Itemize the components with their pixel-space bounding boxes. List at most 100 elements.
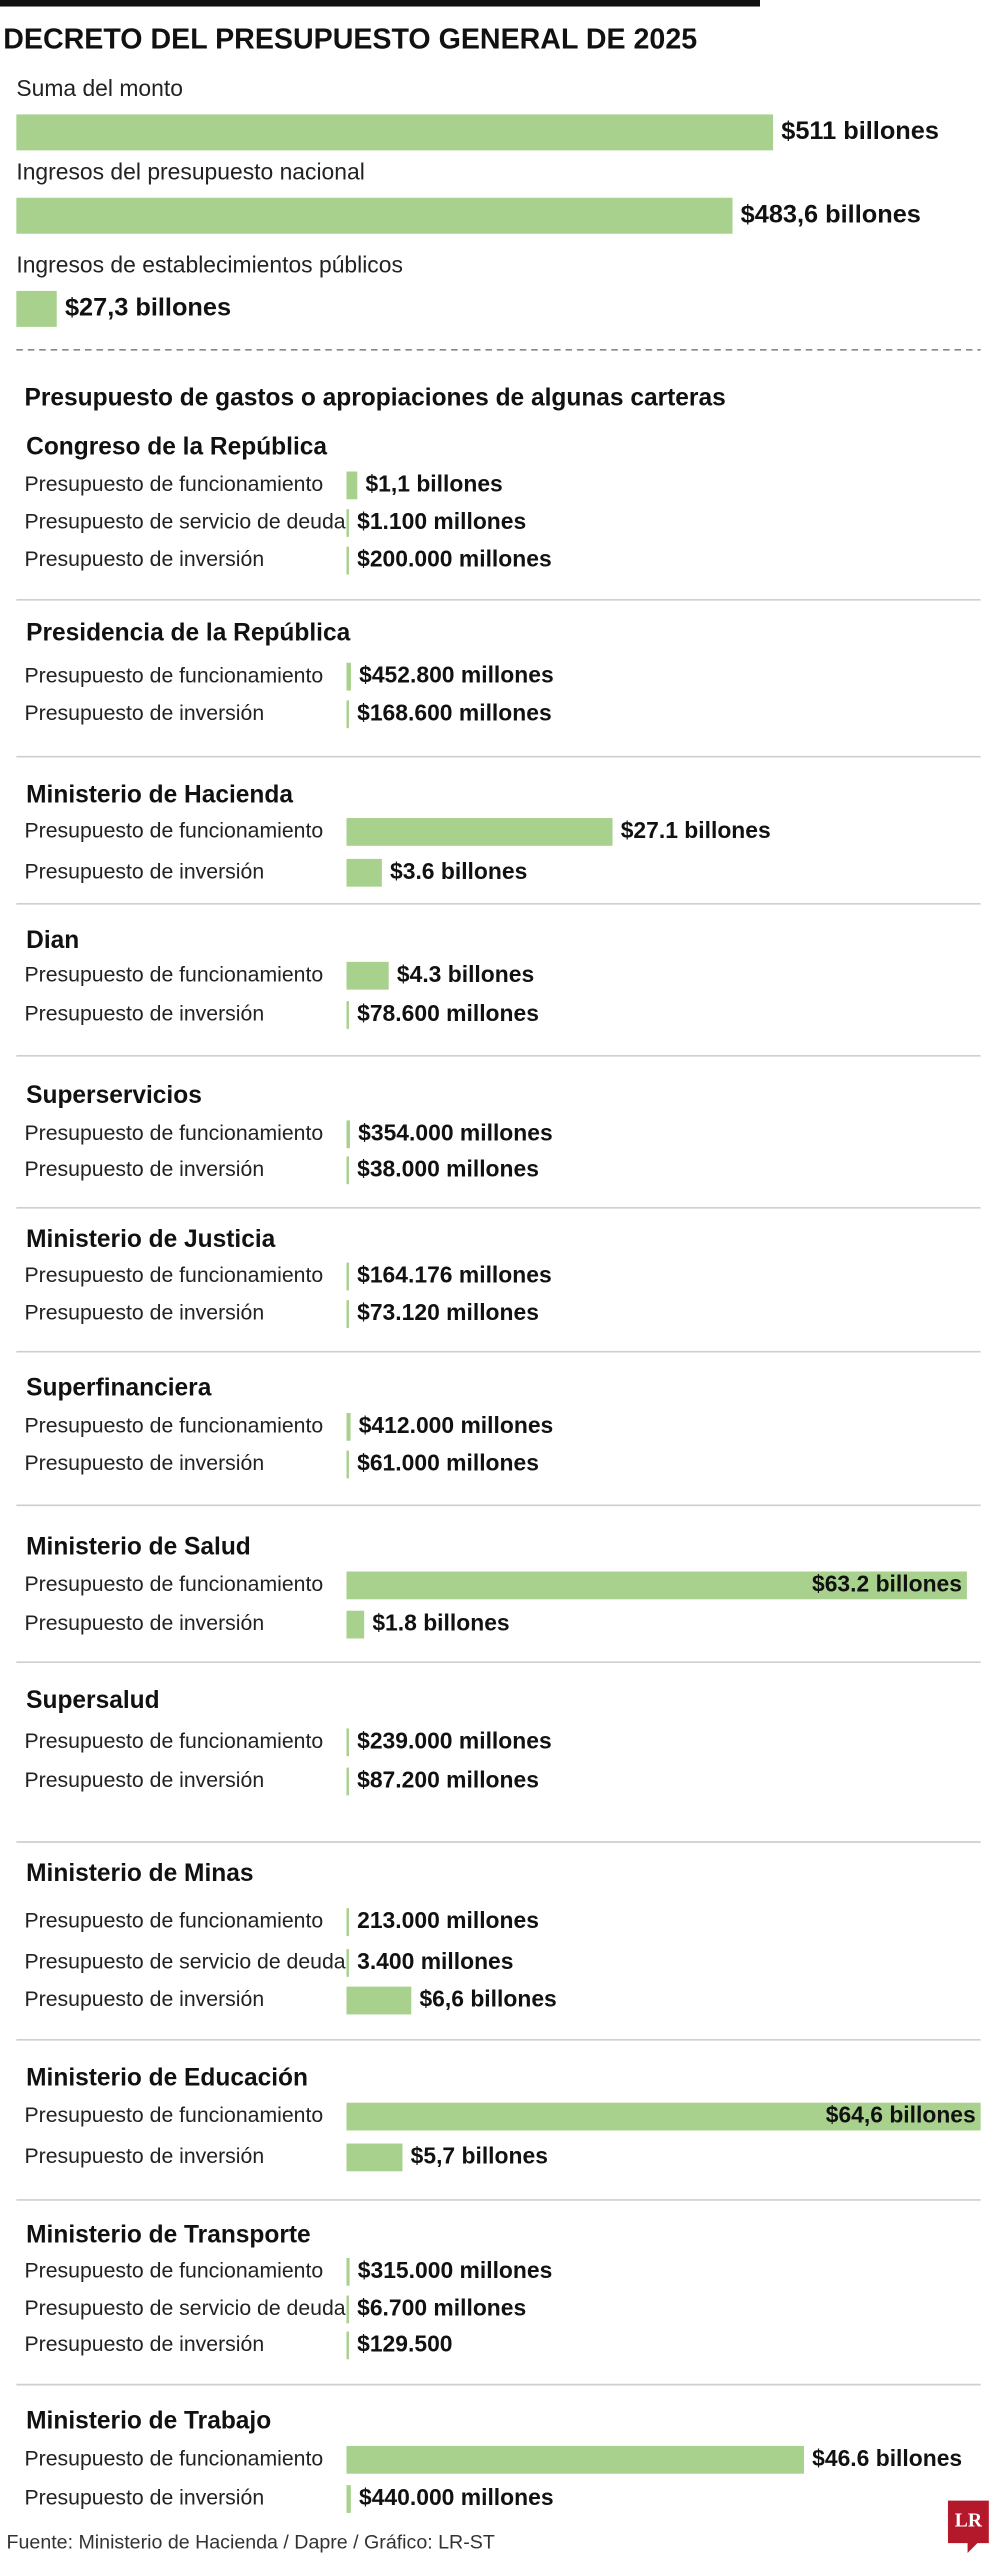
value-label: $46.6 billones bbox=[812, 2445, 962, 2471]
value-label: $4.3 billones bbox=[397, 961, 534, 987]
bar bbox=[346, 509, 349, 537]
bar bbox=[346, 546, 349, 575]
bar bbox=[346, 2485, 351, 2513]
value-label: $27,3 billones bbox=[65, 294, 231, 322]
category-label: Presupuesto de funcionamiento bbox=[25, 1413, 324, 1437]
category-label: Presupuesto de inversión bbox=[25, 859, 265, 883]
section-title: Ministerio de Trabajo bbox=[26, 2408, 271, 2435]
category-label: Presupuesto de inversión bbox=[25, 1002, 265, 1026]
category-label: Presupuesto de funcionamiento bbox=[25, 819, 324, 843]
category-label: Presupuesto de servicio de deuda bbox=[25, 2296, 346, 2320]
category-label: Presupuesto de inversión bbox=[25, 701, 265, 725]
value-label: $73.120 millones bbox=[357, 1299, 539, 1325]
category-label: Presupuesto de funcionamiento bbox=[25, 962, 324, 986]
bar bbox=[346, 1120, 350, 1149]
section-title: Ministerio de Educación bbox=[26, 2064, 308, 2091]
category-label: Presupuesto de inversión bbox=[25, 1157, 265, 1181]
title: DECRETO DEL PRESUPUESTO GENERAL DE 2025 bbox=[3, 23, 697, 55]
value-label: $38.000 millones bbox=[357, 1155, 539, 1181]
logo: LR bbox=[955, 2510, 983, 2531]
bar bbox=[346, 858, 382, 887]
bar bbox=[346, 1571, 967, 1600]
section-title: Supersalud bbox=[26, 1687, 159, 1714]
bar bbox=[346, 1262, 349, 1291]
source: Fuente: Ministerio de Hacienda / Dapre /… bbox=[7, 2531, 495, 2553]
section-title: Presidencia de la República bbox=[26, 620, 350, 647]
value-label: $315.000 millones bbox=[358, 2257, 553, 2283]
bar bbox=[346, 2445, 804, 2474]
category-label: Presupuesto de inversión bbox=[25, 1768, 265, 1792]
value-label: $63.2 billones bbox=[812, 1570, 962, 1596]
bar bbox=[346, 1767, 349, 1796]
value-label: $511 billones bbox=[781, 117, 939, 145]
bar bbox=[346, 1412, 351, 1441]
bar bbox=[346, 1300, 349, 1328]
value-label: $1,1 billones bbox=[365, 470, 502, 496]
bar bbox=[346, 1728, 349, 1757]
category-label: Presupuesto de funcionamiento bbox=[25, 1729, 324, 1753]
bar bbox=[346, 2143, 403, 2172]
category-label: Ingresos de establecimientos públicos bbox=[16, 251, 403, 277]
bar bbox=[346, 1001, 349, 1029]
category-label: Presupuesto de inversión bbox=[25, 2332, 265, 2356]
value-label: $129.500 bbox=[357, 2330, 452, 2356]
category-label: Presupuesto de funcionamiento bbox=[25, 1121, 324, 1145]
value-label: $452.800 millones bbox=[359, 662, 554, 688]
category-label: Presupuesto de servicio de deuda bbox=[25, 1950, 346, 1974]
category-label: Presupuesto de funcionamiento bbox=[25, 1909, 324, 1933]
value-label: 3.400 millones bbox=[357, 1948, 513, 1974]
bar bbox=[346, 1156, 349, 1185]
subtitle: Presupuesto de gastos o apropiaciones de… bbox=[25, 384, 726, 411]
bar bbox=[346, 2331, 349, 2360]
bar bbox=[346, 818, 613, 846]
section-title: Ministerio de Hacienda bbox=[26, 781, 293, 808]
category-label: Presupuesto de funcionamiento bbox=[25, 2258, 324, 2282]
category-label: Presupuesto de funcionamiento bbox=[25, 663, 324, 687]
value-label: $483,6 billones bbox=[741, 200, 921, 228]
value-label: $1.100 millones bbox=[357, 508, 526, 534]
value-label: $78.600 millones bbox=[357, 1000, 539, 1026]
logo-shape bbox=[947, 2500, 989, 2553]
value-label: $87.200 millones bbox=[357, 1767, 539, 1793]
value-label: $61.000 millones bbox=[357, 1449, 539, 1475]
category-label: Presupuesto de inversión bbox=[25, 2486, 265, 2510]
section-title: Dian bbox=[26, 927, 79, 954]
value-label: $354.000 millones bbox=[358, 1119, 553, 1145]
bar bbox=[346, 2257, 350, 2286]
bar bbox=[16, 114, 774, 151]
bar bbox=[346, 1949, 349, 1977]
section-title: Ministerio de Justicia bbox=[26, 1226, 276, 1253]
bar bbox=[346, 2295, 349, 2324]
value-label: $3.6 billones bbox=[390, 858, 527, 884]
value-label: $6,6 billones bbox=[419, 1986, 556, 2012]
value-label: $200.000 millones bbox=[357, 546, 552, 572]
bar bbox=[16, 290, 57, 327]
value-label: $5,7 billones bbox=[411, 2142, 548, 2168]
bar bbox=[346, 700, 349, 729]
category-label: Presupuesto de funcionamiento bbox=[25, 2103, 324, 2127]
category-label: Presupuesto de servicio de deuda bbox=[25, 510, 346, 534]
value-label: $168.600 millones bbox=[357, 699, 552, 725]
top-rule bbox=[0, 0, 761, 7]
bar bbox=[16, 197, 733, 234]
section-title: Congreso de la República bbox=[26, 433, 327, 460]
category-label: Ingresos del presupuesto nacional bbox=[16, 158, 364, 184]
bar bbox=[346, 1610, 365, 1639]
category-label: Presupuesto de funcionamiento bbox=[25, 472, 324, 496]
category-label: Presupuesto de inversión bbox=[25, 1451, 265, 1475]
category-label: Presupuesto de inversión bbox=[25, 2144, 265, 2168]
value-label: $239.000 millones bbox=[357, 1727, 552, 1753]
category-label: Presupuesto de funcionamiento bbox=[25, 1572, 324, 1596]
category-label: Presupuesto de inversión bbox=[25, 1611, 265, 1635]
value-label: $440.000 millones bbox=[359, 2484, 554, 2510]
bar bbox=[346, 1986, 412, 2015]
value-label: $6.700 millones bbox=[357, 2294, 526, 2320]
section-title: Ministerio de Salud bbox=[26, 1533, 251, 1560]
category-label: Presupuesto de inversión bbox=[25, 1987, 265, 2011]
value-label: $164.176 millones bbox=[357, 1262, 552, 1288]
value-label: $412.000 millones bbox=[359, 1412, 554, 1438]
bar bbox=[346, 2102, 981, 2131]
section-title: Superservicios bbox=[26, 1082, 202, 1109]
